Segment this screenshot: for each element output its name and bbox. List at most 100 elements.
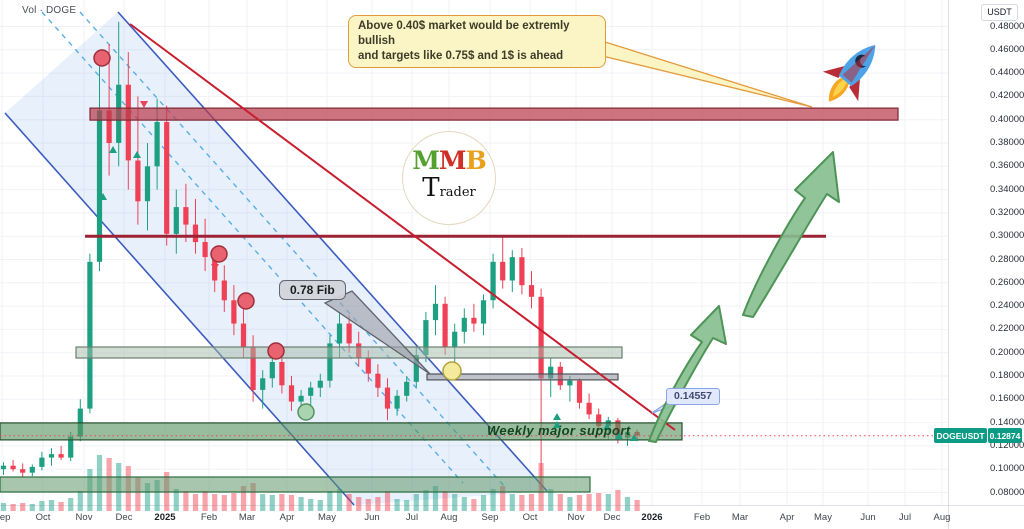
bullish-arrow-large[interactable]: [742, 151, 840, 318]
price-tick-label: 0.16000: [990, 393, 1024, 405]
fib-zone-018[interactable]: [426, 373, 619, 381]
time-axis[interactable]: Sep Oct Nov Dec 2025 Feb Mar Apr May Jun Jul Aug Sep…: [0, 505, 1024, 529]
candle-body: [96, 110, 103, 262]
volume-bar: [375, 497, 381, 511]
swing-marker-circle[interactable]: [267, 342, 285, 360]
candle-body: [317, 380, 323, 388]
bullish-arrow-small[interactable]: [648, 305, 727, 443]
candle-body: [442, 303, 448, 347]
candle-body: [231, 300, 237, 324]
time-tick-label: Dec: [603, 512, 621, 523]
channel-boundary-line[interactable]: [117, 11, 548, 492]
weekly-support-label: Weekly major support: [487, 423, 631, 438]
time-tick-label: Aug: [933, 512, 951, 523]
price-axis[interactable]: USDT 0.48000 0.46000 0.44000 0.42000 0.40000…: [948, 0, 1024, 505]
time-tick-label: Oct: [35, 512, 51, 523]
channel-median-line: [79, 11, 506, 488]
candle-body: [20, 469, 26, 473]
time-tick-label: Aug: [440, 512, 458, 523]
price-flag-label[interactable]: 0.14557: [666, 388, 720, 405]
time-tick-label: Mar: [238, 512, 256, 523]
time-tick-label: 2026: [641, 512, 663, 523]
volume-bar: [519, 495, 525, 511]
volume-bar: [576, 495, 583, 511]
volume-bar: [528, 494, 535, 511]
resistance-zone-040[interactable]: [89, 107, 899, 121]
volume-legend: Vol · DOGE: [22, 5, 77, 16]
candle-body: [404, 381, 410, 396]
candle-body: [279, 362, 285, 386]
volume-bar: [384, 491, 391, 511]
volume-bar: [480, 495, 487, 511]
candle-body: [250, 346, 256, 390]
volume-bar: [308, 499, 314, 511]
candle-body: [519, 257, 525, 286]
time-tick-label: Sep: [481, 512, 499, 523]
volume-bar: [404, 500, 410, 511]
volume-bar: [461, 497, 467, 511]
symbol-tag-price: 0.12874: [988, 428, 1022, 443]
fib-callout[interactable]: 0.78 Fib: [279, 280, 346, 300]
swing-marker-circle[interactable]: [297, 403, 315, 421]
price-tick-label: 0.40000: [990, 113, 1024, 125]
lower-support-zone[interactable]: [0, 476, 591, 493]
candle-body: [471, 317, 477, 324]
price-tick-label: 0.22000: [990, 323, 1024, 335]
volume-bar: [442, 491, 448, 511]
bullish-annotation-line1: Above 0.40$ market would be extremly bul…: [358, 20, 570, 47]
currency-toggle-button[interactable]: USDT: [981, 4, 1018, 21]
descending-channel[interactable]: [5, 12, 547, 505]
candle-body: [490, 261, 496, 301]
symbol-price-tag[interactable]: DOGEUSDT 0.12874: [934, 428, 1022, 443]
support-zone-020[interactable]: [75, 346, 623, 359]
time-tick-label: May: [814, 512, 832, 523]
swing-marker-circle[interactable]: [237, 292, 255, 310]
volume-bar: [548, 489, 554, 511]
candle-body: [29, 466, 35, 473]
time-tick-label: Apr: [779, 512, 795, 523]
descending-trendline[interactable]: [129, 23, 676, 431]
time-tick-label: May: [318, 512, 336, 523]
volume-bar: [58, 502, 64, 511]
price-tick-label: 0.20000: [990, 346, 1024, 358]
candle-body: [346, 323, 352, 344]
bullish-annotation-callout[interactable]: Above 0.40$ market would be extremly bul…: [348, 15, 606, 68]
candle-body: [48, 454, 55, 458]
candle-body: [375, 373, 381, 388]
up-triangle-marker: [603, 423, 611, 430]
price-tick-label: 0.08000: [990, 486, 1024, 498]
volume-bar: [615, 490, 621, 511]
candle-body: [298, 395, 304, 402]
candle-body: [154, 122, 160, 167]
rocket-icon[interactable]: [811, 30, 893, 115]
price-tick-label: 0.48000: [990, 20, 1024, 32]
volume-bar: [183, 491, 189, 511]
price-tick-label: 0.14000: [990, 416, 1024, 428]
time-tick-label: Oct: [522, 512, 538, 523]
swing-marker-circle[interactable]: [442, 361, 462, 381]
swing-marker-circle[interactable]: [210, 245, 228, 263]
watermark-letters: MMB: [412, 146, 487, 175]
candle-body: [461, 317, 467, 332]
volume-bar: [250, 483, 256, 511]
volume-bar: [317, 500, 323, 511]
candle-body: [87, 261, 93, 409]
volume-bar: [500, 486, 506, 511]
price-tick-label: 0.42000: [990, 90, 1024, 102]
weekly-support-zone[interactable]: [0, 422, 683, 441]
price-tick-label: 0.12000: [990, 439, 1024, 451]
candle-body: [173, 207, 179, 234]
swing-marker-circle[interactable]: [93, 49, 111, 67]
candle-body: [423, 320, 429, 355]
time-tick-label: Feb: [693, 512, 711, 523]
candle-body: [567, 380, 573, 386]
candle-body: [68, 436, 74, 458]
volume-bar: [48, 500, 55, 511]
candle-body: [327, 343, 333, 381]
volume-bar: [77, 491, 83, 511]
time-tick-label: Dec: [115, 512, 133, 523]
candle-body: [586, 402, 592, 415]
candle-body: [384, 387, 391, 409]
price-tick-label: 0.46000: [990, 43, 1024, 55]
